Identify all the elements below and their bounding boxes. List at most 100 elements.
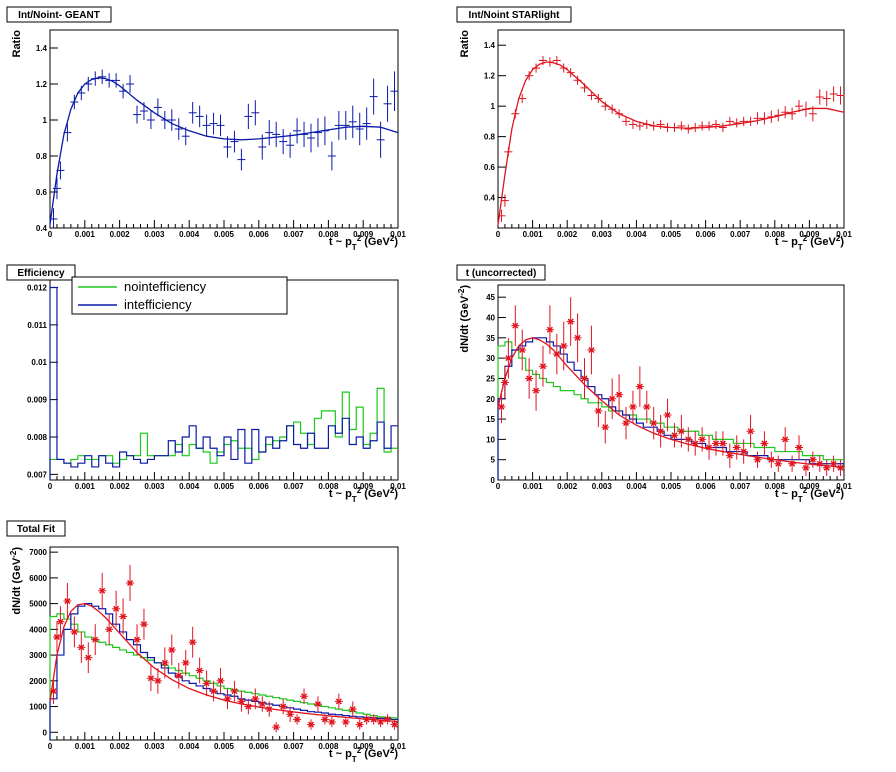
chart-title-box bbox=[456, 264, 546, 281]
y-tick-label: 0.4 bbox=[36, 224, 48, 233]
data-point bbox=[711, 431, 720, 456]
star-marker bbox=[622, 420, 630, 427]
star-marker bbox=[85, 654, 92, 661]
data-point bbox=[711, 119, 720, 129]
data-point bbox=[181, 127, 190, 146]
star-marker bbox=[78, 644, 85, 651]
data-point bbox=[188, 102, 197, 124]
data-point bbox=[691, 431, 700, 456]
star-marker bbox=[775, 460, 782, 467]
star-marker bbox=[356, 721, 363, 728]
star-marker bbox=[287, 711, 294, 718]
data-point bbox=[594, 394, 603, 428]
star-marker bbox=[203, 680, 210, 687]
data-point bbox=[174, 662, 183, 689]
star-marker bbox=[321, 716, 328, 723]
data-point bbox=[732, 118, 741, 128]
y-tick-label: 4000 bbox=[29, 625, 47, 634]
y-tick-label: 0.011 bbox=[27, 321, 47, 330]
legend: nointefficiency intefficiency bbox=[71, 276, 288, 315]
data-point bbox=[320, 714, 329, 725]
data-point bbox=[230, 130, 239, 153]
legend-label: intefficiency bbox=[124, 297, 192, 312]
chart-panel-1: Int/Noint- GEANT 0 0.001 0.002 0.003 0.004 0.0… bbox=[6, 6, 406, 252]
data-point bbox=[153, 98, 162, 117]
data-point bbox=[601, 410, 610, 444]
x-tick-label: 0.002 bbox=[110, 742, 131, 751]
y-tick-label: 5000 bbox=[29, 600, 47, 609]
data-point bbox=[202, 114, 211, 137]
x-tick-label: 0.01 bbox=[390, 742, 406, 751]
data-point bbox=[286, 706, 295, 722]
data-point bbox=[781, 106, 790, 119]
star-marker bbox=[133, 636, 141, 643]
data-point bbox=[341, 716, 350, 728]
data-point bbox=[153, 667, 162, 694]
y-tick-label: 0.6 bbox=[484, 163, 496, 172]
data-point bbox=[105, 613, 114, 645]
chart-title: Int/Noint- GEANT bbox=[18, 10, 100, 21]
data-point bbox=[628, 390, 637, 424]
legend-box bbox=[71, 276, 288, 315]
star-marker bbox=[512, 322, 519, 329]
data-point bbox=[348, 105, 357, 138]
data-point bbox=[91, 624, 100, 656]
data-point bbox=[146, 665, 155, 692]
y-tick-label: 2000 bbox=[29, 677, 47, 686]
data-point bbox=[286, 132, 295, 158]
y-tick-label: 0.009 bbox=[27, 396, 48, 405]
star-marker bbox=[106, 626, 113, 633]
data-point bbox=[293, 118, 302, 144]
data-point bbox=[334, 111, 343, 140]
y-tick-label: 3000 bbox=[29, 651, 47, 660]
series-step-blue bbox=[497, 337, 844, 480]
star-marker bbox=[837, 464, 844, 471]
legend-label: nointefficiency bbox=[124, 279, 207, 294]
data-point bbox=[390, 71, 399, 111]
x-tick-label: 0.002 bbox=[557, 482, 578, 491]
data-point bbox=[52, 177, 61, 200]
data-point bbox=[307, 123, 315, 153]
x-tick-label: 0.005 bbox=[661, 230, 682, 239]
data-point bbox=[369, 78, 378, 115]
fit-curve bbox=[497, 337, 845, 469]
x-tick-label: 0 bbox=[48, 230, 53, 239]
star-marker bbox=[664, 411, 671, 419]
chart-title: t (uncorrected) bbox=[466, 268, 537, 279]
star-marker bbox=[147, 675, 154, 682]
y-tick-label: 0.6 bbox=[36, 188, 48, 197]
star-marker bbox=[733, 444, 740, 451]
x-tick-label: 0.008 bbox=[765, 230, 786, 239]
data-point bbox=[300, 688, 309, 704]
data-point bbox=[160, 647, 169, 679]
x-tick-label: 0.006 bbox=[249, 742, 270, 751]
star-marker bbox=[71, 628, 78, 635]
data-point bbox=[518, 329, 527, 371]
star-marker bbox=[328, 718, 335, 726]
data-point bbox=[801, 459, 810, 476]
data-point bbox=[237, 691, 246, 712]
data-point bbox=[774, 455, 783, 472]
data-point bbox=[705, 121, 714, 131]
data-point bbox=[112, 73, 121, 88]
data-point bbox=[167, 634, 176, 666]
x-tick-label: 0.001 bbox=[75, 482, 96, 491]
y-tick-label: 30 bbox=[486, 354, 495, 363]
data-point bbox=[195, 105, 204, 128]
star-marker bbox=[231, 688, 238, 695]
star-marker bbox=[217, 677, 224, 684]
data-point bbox=[587, 325, 596, 375]
data-point bbox=[126, 75, 135, 93]
data-point bbox=[167, 109, 176, 131]
data-point bbox=[677, 121, 686, 131]
y-tick-label: 7000 bbox=[29, 548, 47, 557]
data-point bbox=[532, 370, 541, 411]
x-tick-label: 0.001 bbox=[75, 742, 96, 751]
star-marker bbox=[643, 403, 650, 410]
data-point bbox=[788, 107, 797, 120]
data-point bbox=[146, 111, 155, 129]
x-tick-label: 0.002 bbox=[557, 230, 578, 239]
chart-panel-3: Efficiency 0 0.001 0.002 0.003 0.004 0.005 0.00… bbox=[6, 264, 406, 504]
data-point bbox=[532, 63, 541, 73]
data-point bbox=[836, 86, 845, 105]
